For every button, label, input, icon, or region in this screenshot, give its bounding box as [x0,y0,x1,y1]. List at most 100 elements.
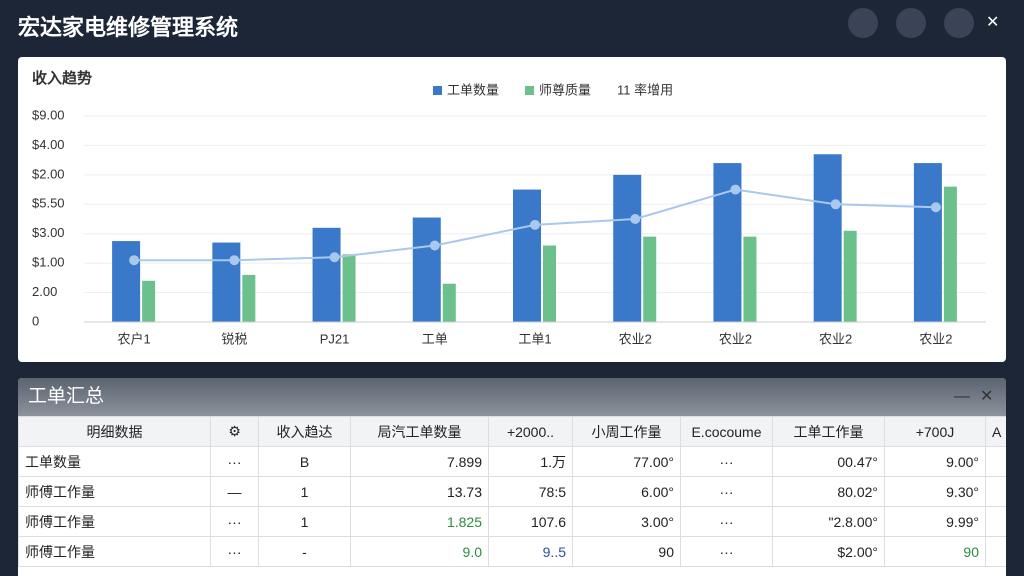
table-cell: 师傅工作量 [18,506,211,537]
bar [312,227,341,322]
table-cell: 13.73 [350,476,489,507]
table-cell: 工单数量 [18,446,211,477]
y-tick-label: $9.00 [32,107,65,122]
y-tick-label: $3.00 [32,225,65,240]
table-cell: 90 [572,536,681,567]
bar [843,230,857,322]
bar [212,242,241,322]
x-tick-label: 农户1 [117,331,150,346]
header-row: 明细数据 ⚙ 收入趋达 局汽工单数量 +2000.. 小周工作量 Ε.cocoume 工单工作… [18,416,1006,447]
trend-point [329,252,340,263]
trend-point [630,214,641,224]
bar [813,154,842,322]
table-cell: ··· [680,476,773,507]
x-tick-label: 农业2 [819,331,852,346]
column-header: +2000.. [488,416,573,447]
y-tick-label: $1.00 [32,255,65,270]
y-tick-label: $4.00 [32,137,65,152]
y-tick-label: 2.00 [32,284,57,299]
table-cell: 9.30° [884,476,986,507]
column-header: 小周工作量 [572,416,681,447]
table-cell: ··· [680,446,773,477]
app-title: 宏达家电维修管理系统 [18,15,239,40]
trend-point [830,199,841,210]
table-cell: 7.899 [350,446,489,477]
bar [342,254,356,322]
table-cell: 3.00° [572,506,681,537]
x-tick-label: 农业2 [919,331,952,346]
table-cell: 师傅工作量 [18,536,211,567]
bar [543,245,556,322]
table-cell: 1.825 [350,506,489,537]
x-tick-label: 农业2 [719,331,752,346]
table-cell: 1 [258,506,351,537]
column-header: 局汽工单数量 [350,416,489,447]
bar [442,283,456,322]
bar [142,280,156,322]
table-cell: ··· [680,506,773,537]
table-cell: ··· [210,506,259,537]
table-cell: 9.99° [884,506,986,537]
bar [412,217,441,322]
trend-point [530,219,540,230]
column-header: 明细数据 [18,416,211,447]
table-cell: - [258,536,351,567]
column-header: +700J [884,416,986,447]
trend-point [930,202,941,213]
table-cell: 1 [258,476,351,507]
table-cell-empty [985,506,1006,537]
legend-swatch [525,86,534,95]
bar [943,186,957,322]
table-cell: 9.00° [884,446,986,477]
table-cell: 9..5 [488,536,573,567]
table-cell: 80.02° [772,476,885,507]
x-tick-label: PJ21 [320,331,350,346]
settings-button[interactable] [944,8,974,38]
bar [242,274,256,322]
bar [513,189,541,322]
table-cell: 1.万 [488,446,573,477]
x-tick-label: 农业2 [619,331,652,346]
chart-title: 收入趋势 [32,69,92,87]
close-panel-button[interactable]: ✕ [980,388,994,405]
x-tick-label: 工单1 [518,331,551,346]
table-cell: 9.0 [350,536,489,567]
panel-header: 工单汇总 — ✕ [18,378,1006,416]
table-cell-empty [985,476,1006,507]
table-cell: ··· [210,536,259,567]
bar [743,236,757,322]
table-cell: $2.00° [772,536,885,567]
chart-card: 收入趋势 0 2.00 $1.00 $3.00 $5.50 $2.00 $4.00 $9.00… [18,57,1006,362]
x-tick-label: 工单 [422,331,448,346]
table-cell: 78:5 [488,476,573,507]
table-cell: B [258,446,351,477]
close-button[interactable]: ✕ [986,14,1000,31]
trend-point [730,184,741,195]
y-tick-label: $5.50 [32,196,65,211]
table-row: 师傅工作量 ··· 1 1.825 107.6 3.00° ··· "2.8.00° 9.99° [18,506,1006,537]
trend-point [229,255,240,266]
tool-button[interactable] [896,8,926,38]
table-cell: ··· [680,536,773,567]
table-cell: 00.47° [772,446,885,477]
column-header: 收入趋达 [258,416,351,447]
table-cell: 77.00° [572,446,681,477]
doc-button[interactable] [848,8,878,38]
legend-label: 11 率增用 [617,82,673,97]
table-row: 工单数量 ··· B 7.899 1.万 77.00° ··· 00.47° 9.00° [18,446,1006,477]
column-header: A [985,416,1006,447]
table-cell-empty [985,446,1006,477]
table-row: 师傅工作量 ··· -9.0 9..5 90 ··· $2.00° 90 [18,536,1006,567]
data-table: 明细数据 ⚙ 收入趋达 局汽工单数量 +2000.. 小周工作量 Ε.cocoume 工单工作… [18,416,1006,567]
table-cell: — [210,476,259,507]
table-cell-empty [985,536,1006,567]
legend-swatch [433,86,442,95]
bar [643,236,657,322]
table-row: 师傅工作量 —1 13.73 78:5 6.00° ··· 80.02° 9.30° [18,476,1006,507]
minimize-button[interactable]: — [954,388,970,405]
table-cell: "2.8.00° [772,506,885,537]
trend-point [129,255,140,266]
table-cell: 90 [884,536,986,567]
table-cell: ··· [210,446,259,477]
